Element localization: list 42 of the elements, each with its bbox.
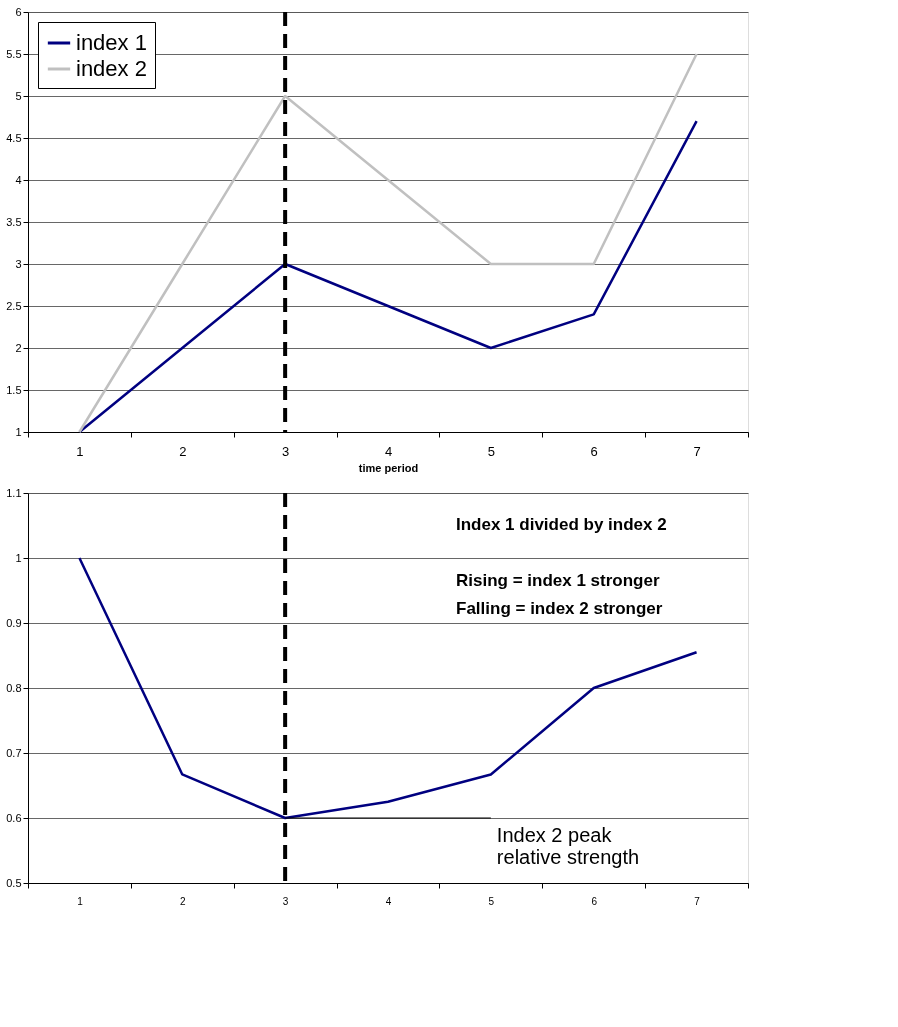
x-tick-label: 6 bbox=[591, 895, 598, 907]
annotation: Index 1 divided by index 2 bbox=[456, 515, 667, 534]
x-tick-label: 4 bbox=[384, 443, 393, 459]
x-tick-label: 5 bbox=[488, 895, 495, 907]
x-axis-title: time period bbox=[358, 461, 419, 474]
y-tick-label: 5.5 bbox=[6, 47, 22, 60]
annotation: Rising = index 1 stronger bbox=[456, 571, 660, 590]
y-tick-label: 0.7 bbox=[6, 746, 22, 759]
y-tick-label: 3.5 bbox=[6, 215, 22, 228]
y-tick-label: 1 bbox=[15, 425, 22, 438]
x-tick-label: 6 bbox=[590, 443, 598, 459]
x-tick-label: 3 bbox=[282, 895, 289, 907]
x-tick-label: 1 bbox=[76, 443, 84, 459]
y-tick-label: 0.9 bbox=[6, 616, 22, 629]
y-tick-label: 0.5 bbox=[6, 876, 22, 889]
annotation: Index 2 peak relative strength bbox=[496, 824, 640, 868]
y-tick-label: 5 bbox=[15, 89, 22, 102]
y-tick-label: 6 bbox=[15, 5, 22, 18]
y-tick-label: 2 bbox=[15, 341, 22, 354]
x-tick-label: 7 bbox=[693, 443, 701, 459]
y-tick-label: 2.5 bbox=[6, 299, 22, 312]
x-tick-label: 3 bbox=[282, 443, 290, 459]
line-series bbox=[78, 556, 698, 820]
line-series bbox=[78, 119, 698, 434]
x-tick-label: 4 bbox=[385, 895, 392, 907]
y-tick-label: 4.5 bbox=[6, 131, 22, 144]
y-tick-label: 0.6 bbox=[6, 811, 22, 824]
x-tick-label: 2 bbox=[180, 895, 186, 907]
y-tick-label: 0.8 bbox=[6, 681, 22, 694]
x-tick-label: 2 bbox=[179, 443, 187, 459]
legend-label: index 2 bbox=[76, 56, 147, 81]
y-tick-label: 4 bbox=[15, 173, 22, 186]
y-tick-label: 1.5 bbox=[6, 383, 22, 396]
line-series bbox=[78, 52, 698, 434]
x-tick-label: 1 bbox=[77, 895, 84, 907]
legend-label: index 1 bbox=[76, 30, 147, 55]
y-tick-label: 1 bbox=[15, 551, 22, 564]
annotation: Falling = index 2 stronger bbox=[456, 599, 663, 618]
x-tick-label: 5 bbox=[487, 443, 495, 459]
y-tick-label: 3 bbox=[15, 257, 22, 270]
x-tick-label: 7 bbox=[694, 895, 701, 907]
y-tick-label: 1.1 bbox=[6, 486, 22, 499]
